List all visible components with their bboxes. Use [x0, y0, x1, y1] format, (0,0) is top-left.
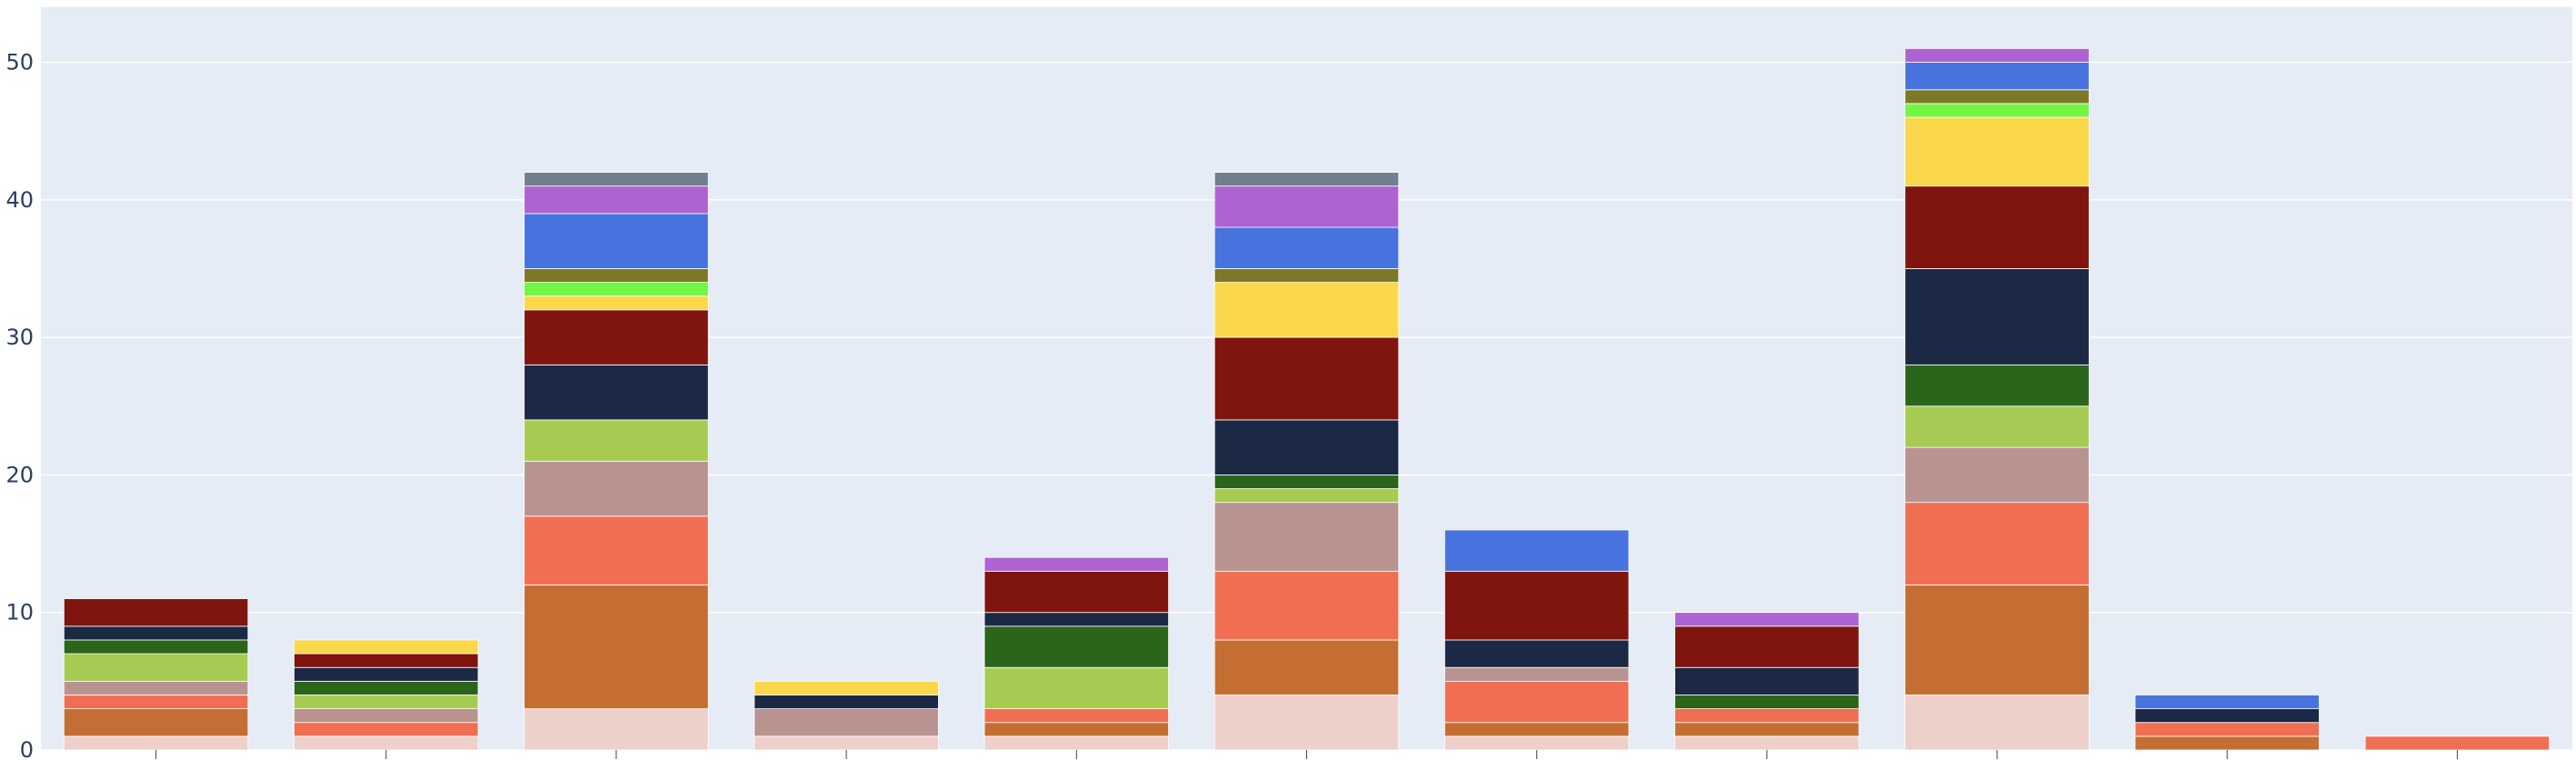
bar-segment-0-0 [63, 735, 249, 751]
bar-segment-4-7 [983, 570, 1169, 614]
bar-segment-1-0 [294, 735, 479, 751]
bar-segment-2-2 [524, 515, 709, 585]
bars [63, 47, 2551, 751]
bar-segment-5-11 [1213, 226, 1400, 269]
bar-segment-8-1 [1904, 585, 2090, 695]
bar-segment-8-5 [1904, 364, 2090, 407]
bar-segment-5-0 [1213, 695, 1400, 751]
bar-segment-8-8 [1904, 116, 2090, 187]
bar-segment-8-2 [1904, 502, 2090, 585]
bar-segment-2-7 [524, 309, 709, 365]
bar-segment-9-6 [2134, 708, 2320, 724]
bar-segment-5-3 [1213, 502, 1400, 572]
bar-segment-4-0 [983, 735, 1169, 751]
bar-segment-3-3 [754, 708, 939, 737]
bar-segment-1-6 [294, 666, 479, 682]
bar-segment-3-6 [754, 695, 939, 710]
bar-segment-0-3 [63, 680, 249, 695]
bar-segment-0-5 [63, 639, 249, 655]
y-tick-label: 30 [5, 325, 34, 350]
bar-segment-8-10 [1904, 89, 2090, 105]
y-tick-label: 20 [5, 462, 34, 487]
bar-segment-8-6 [1904, 268, 2090, 365]
bar-segment-5-10 [1213, 268, 1400, 283]
bar-segment-6-3 [1444, 666, 1630, 682]
bar-segment-5-6 [1213, 419, 1400, 475]
y-tick-label: 40 [5, 187, 34, 213]
bar-segment-7-6 [1674, 666, 1860, 695]
bar-segment-4-5 [983, 625, 1169, 668]
bar-segment-7-2 [1674, 708, 1860, 724]
bar-segment-7-5 [1674, 695, 1860, 710]
bar-segment-2-10 [524, 268, 709, 283]
bar-segment-2-0 [524, 708, 709, 751]
bar-segment-9-11 [2134, 695, 2320, 710]
bar-segment-10-2 [2364, 735, 2551, 751]
bar-segment-4-6 [983, 612, 1169, 627]
bar-segment-5-5 [1213, 475, 1400, 489]
bar-segment-2-1 [524, 585, 709, 710]
bar-segment-6-7 [1444, 570, 1630, 641]
bar-segment-4-1 [983, 722, 1169, 737]
bar-segment-0-4 [63, 653, 249, 682]
bar-segment-8-3 [1904, 446, 2090, 504]
bar-segment-0-2 [63, 695, 249, 710]
bar-segment-2-11 [524, 213, 709, 269]
bar-segment-5-12 [1213, 185, 1400, 228]
bar-segment-5-2 [1213, 570, 1400, 641]
bar-segment-7-12 [1674, 612, 1860, 627]
bar-segment-5-1 [1213, 639, 1400, 695]
bar-segment-2-3 [524, 460, 709, 517]
bar-segment-2-12 [524, 185, 709, 215]
bar-segment-2-9 [524, 282, 709, 297]
bar-segment-4-12 [983, 556, 1169, 572]
bar-segment-4-2 [983, 708, 1169, 724]
bar-segment-1-8 [294, 639, 479, 655]
y-tick-label: 0 [20, 737, 34, 760]
bar-segment-6-2 [1444, 680, 1630, 724]
bar-segment-1-7 [294, 653, 479, 668]
bar-segment-6-1 [1444, 722, 1630, 737]
bar-segment-3-0 [754, 735, 939, 751]
bar-segment-2-13 [524, 172, 709, 187]
bar-segment-6-6 [1444, 639, 1630, 668]
bar-segment-9-2 [2134, 722, 2320, 737]
bar-segment-7-1 [1674, 722, 1860, 737]
bar-segment-8-9 [1904, 103, 2090, 118]
bar-segment-4-4 [983, 666, 1169, 710]
bar-segment-7-7 [1674, 625, 1860, 668]
bar-segment-5-13 [1213, 172, 1400, 187]
bar-segment-5-7 [1213, 336, 1400, 421]
bar-segment-6-11 [1444, 529, 1630, 572]
bar-segment-7-0 [1674, 735, 1860, 751]
bar-segment-8-0 [1904, 695, 2090, 751]
bar-segment-6-0 [1444, 735, 1630, 751]
bar-segment-1-2 [294, 722, 479, 737]
bar-segment-5-4 [1213, 488, 1400, 504]
bar-segment-8-12 [1904, 47, 2090, 63]
bar-segment-0-7 [63, 598, 249, 627]
y-tick-label: 10 [5, 600, 34, 625]
y-tick-label: 50 [5, 50, 34, 75]
bar-segment-8-11 [1904, 62, 2090, 91]
bar-segment-2-4 [524, 419, 709, 462]
y-axis: 0 10 20 30 40 50 [5, 50, 34, 760]
bar-segment-2-6 [524, 364, 709, 421]
bar-segment-9-1 [2134, 735, 2320, 751]
bar-segment-1-3 [294, 708, 479, 724]
bar-segment-0-6 [63, 625, 249, 641]
bar-segment-1-5 [294, 680, 479, 695]
bar-segment-1-4 [294, 695, 479, 710]
bar-segment-0-1 [63, 708, 249, 737]
bar-segment-5-8 [1213, 282, 1400, 338]
bar-segment-8-4 [1904, 405, 2090, 448]
bar-segment-2-8 [524, 295, 709, 311]
x-axis [155, 750, 2458, 759]
bar-segment-3-8 [754, 680, 939, 695]
bar-segment-8-7 [1904, 185, 2090, 269]
